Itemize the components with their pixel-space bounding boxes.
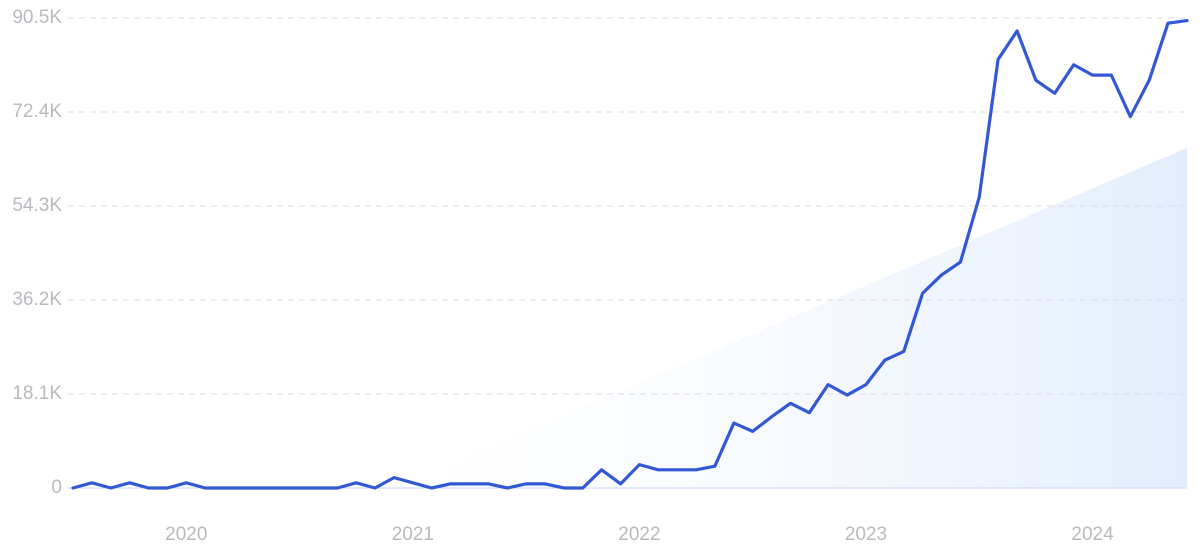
y-tick-label: 18.1K bbox=[12, 383, 62, 404]
x-tick-label: 2024 bbox=[1071, 524, 1114, 545]
x-tick-label: 2022 bbox=[618, 524, 660, 545]
y-tick-label: 0 bbox=[51, 477, 62, 498]
x-tick-label: 2023 bbox=[845, 524, 887, 545]
y-tick-label: 54.3K bbox=[12, 195, 62, 216]
trend-area bbox=[394, 147, 1187, 488]
x-tick-label: 2020 bbox=[165, 524, 207, 545]
line bbox=[71, 18, 1189, 490]
y-tick-label: 72.4K bbox=[12, 101, 62, 122]
y-tick-label: 36.2K bbox=[12, 289, 62, 310]
y-tick-label: 90.5K bbox=[12, 7, 62, 28]
x-tick-label: 2021 bbox=[392, 524, 434, 545]
